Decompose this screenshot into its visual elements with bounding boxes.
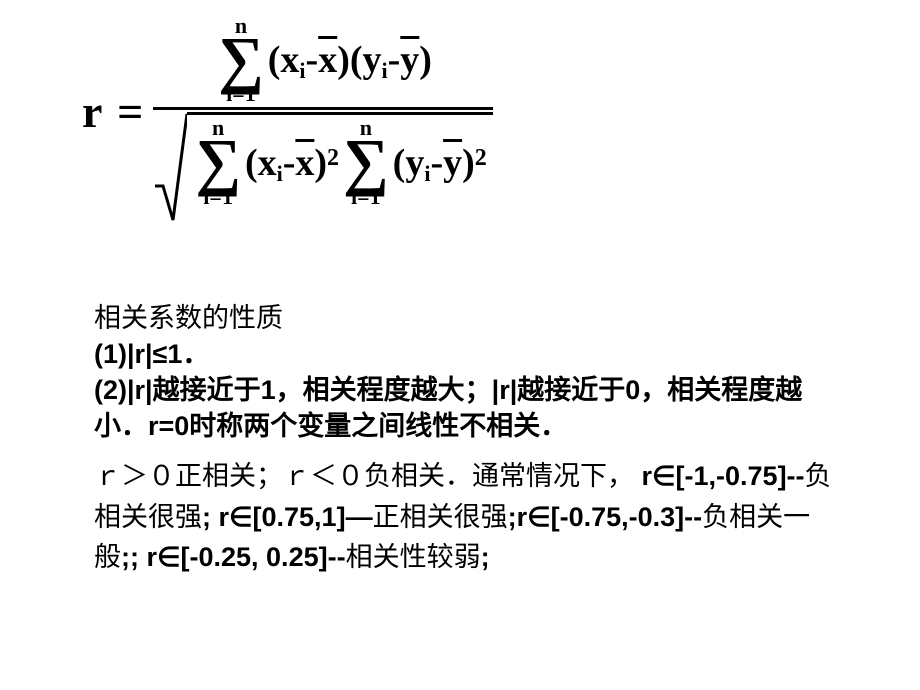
property-1: (1)|r|≤1．	[94, 336, 834, 372]
term-x-sq: ( xi - x )2	[245, 141, 339, 185]
correlation-formula: r = n ∑ i=1 ( xi - x )	[82, 15, 762, 208]
section-heading: 相关系数的性质	[94, 300, 834, 336]
radical-icon	[153, 112, 187, 207]
slide: r = n ∑ i=1 ( xi - x )	[0, 0, 920, 690]
formula-fraction: n ∑ i=1 ( xi - x ) ( yi -	[153, 15, 492, 208]
property-3: ｒ＞０正相关；ｒ＜０负相关．通常情况下， r∈[-1,-0.75]--负相关很强…	[94, 456, 834, 578]
property-2: (2)|r|越接近于1，相关程度越大；|r|越接近于0，相关程度越小．r=0时称…	[94, 372, 834, 445]
sum-symbol: n ∑ i=1	[343, 117, 389, 207]
formula-lhs: r =	[82, 85, 145, 138]
sum-symbol: n ∑ i=1	[195, 117, 241, 207]
term-y: ( yi - y )	[350, 38, 432, 82]
term-x: ( xi - x )	[268, 38, 350, 82]
sum-symbol: n ∑ i=1	[218, 15, 264, 105]
sqrt: n ∑ i=1 ( xi - x )2	[153, 112, 492, 207]
formula-denominator: n ∑ i=1 ( xi - x )2	[153, 110, 492, 207]
formula-numerator: n ∑ i=1 ( xi - x ) ( yi -	[208, 15, 438, 107]
term-y-sq: ( yi - y )2	[393, 141, 487, 185]
